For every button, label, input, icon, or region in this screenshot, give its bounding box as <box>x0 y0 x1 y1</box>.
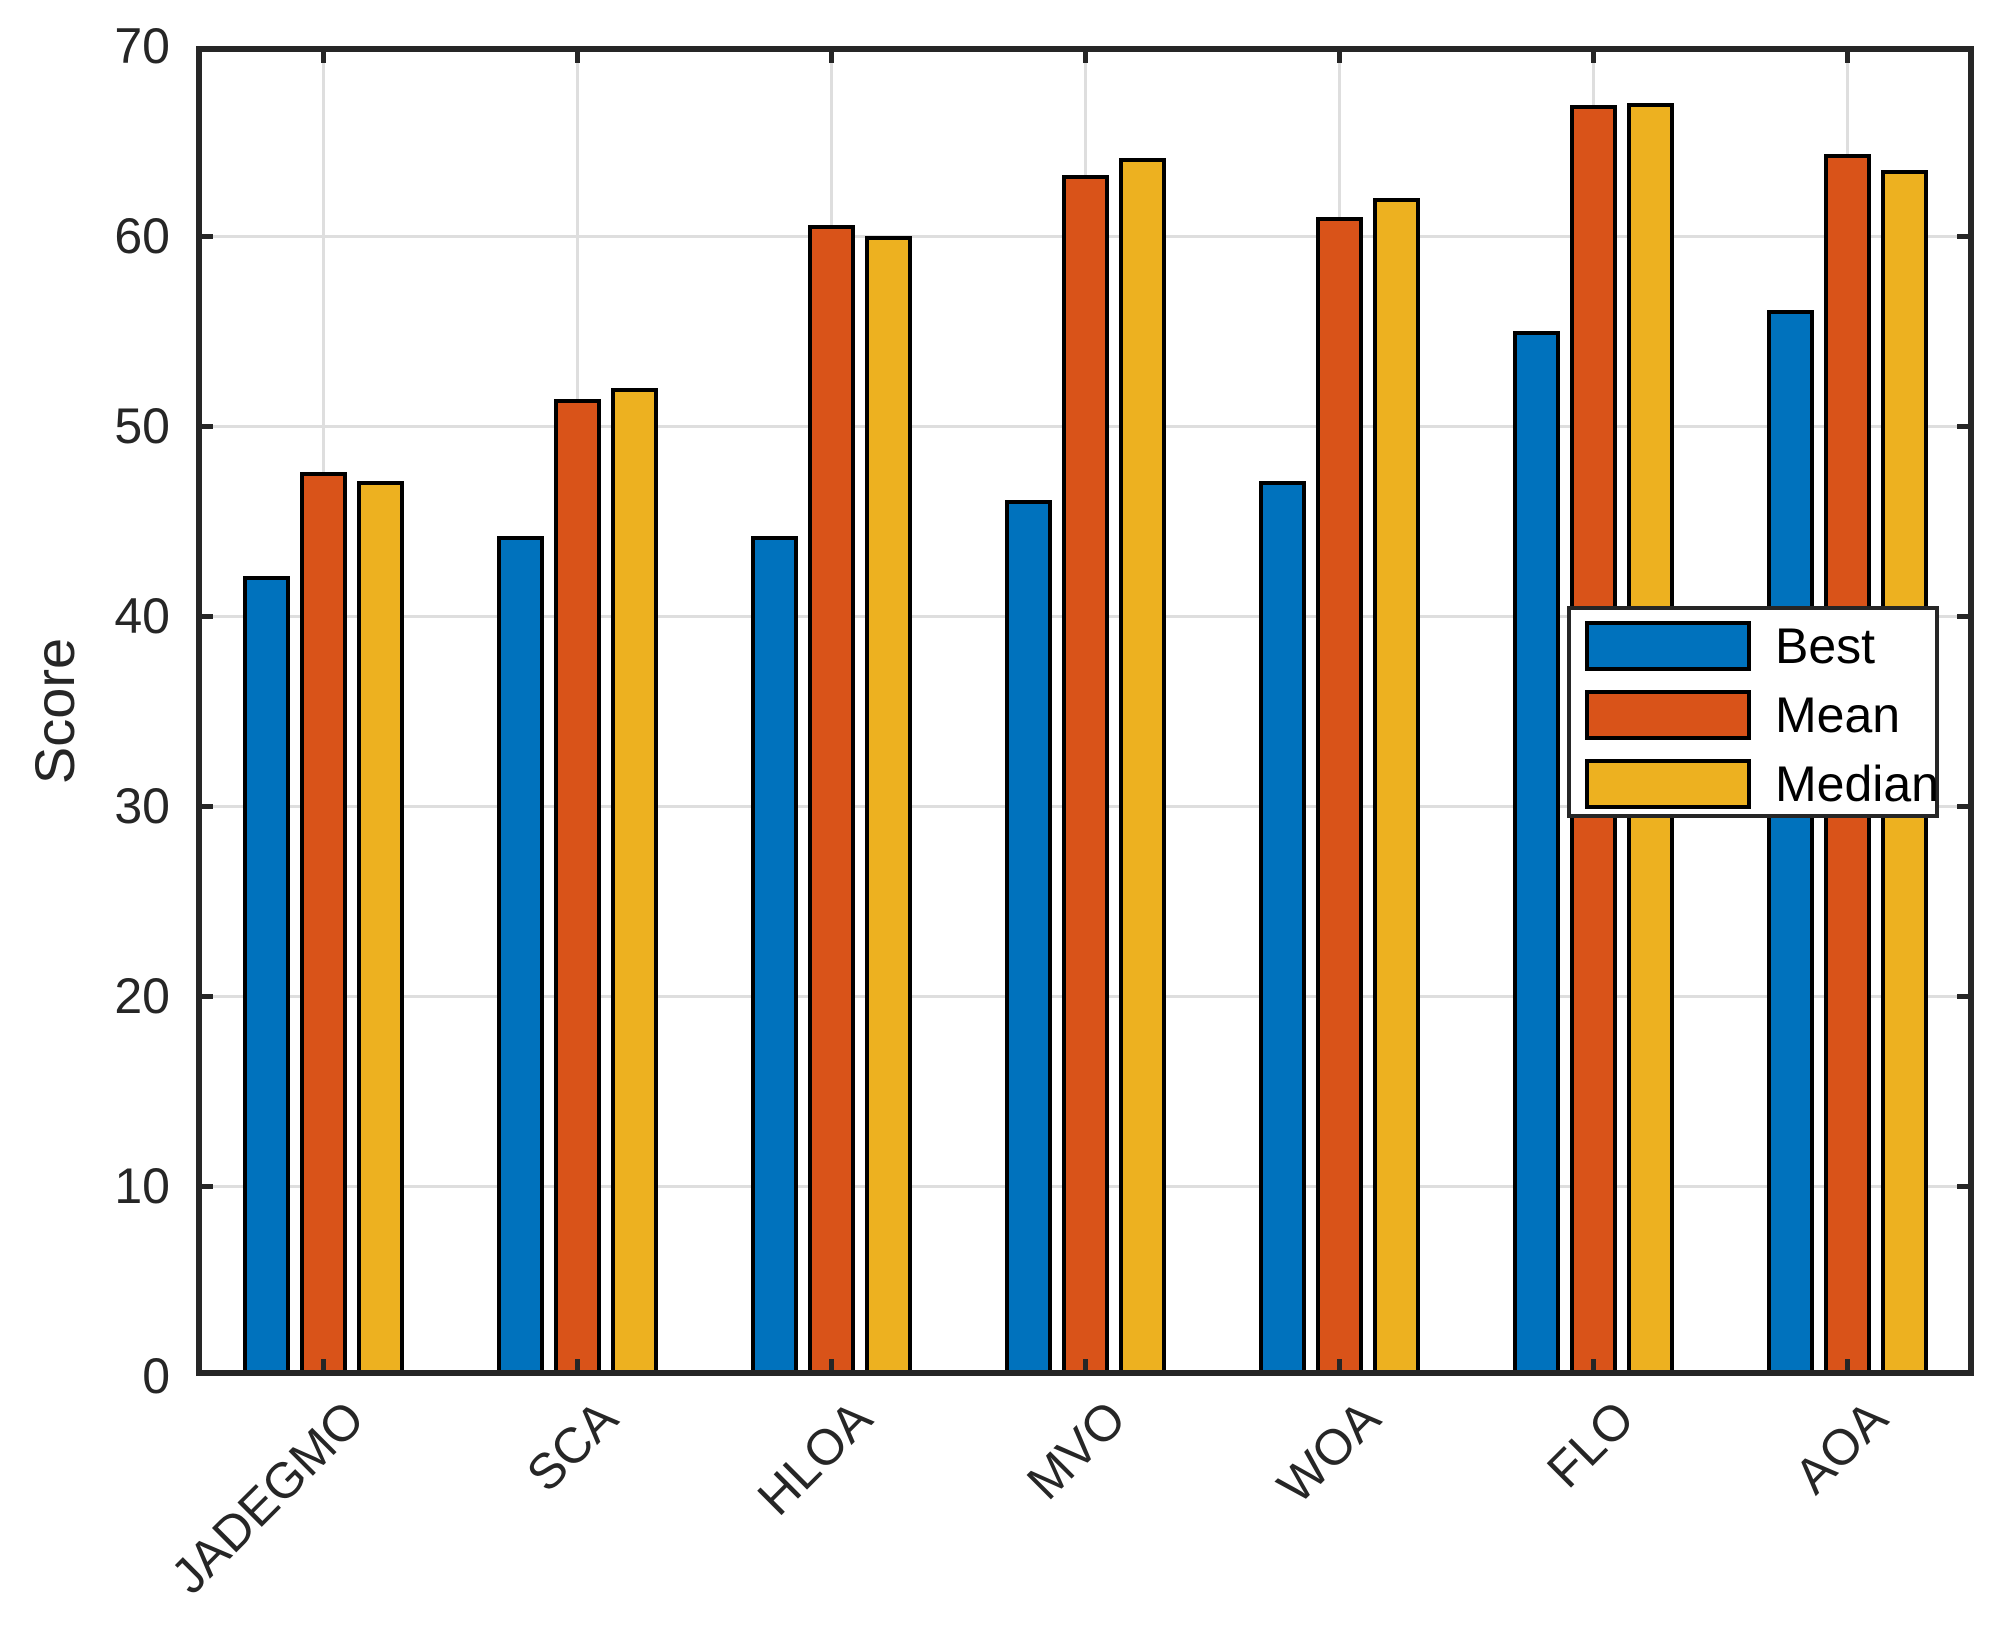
bar-best-flo <box>1512 331 1560 1376</box>
y-tick-right-40 <box>1957 613 1974 619</box>
x-tick-label-jadegmo: JADEGMO <box>160 1389 375 1605</box>
y-tick-right-10 <box>1957 1183 1974 1189</box>
bar-best-hloa <box>750 536 798 1376</box>
y-tick-right-30 <box>1957 803 1974 809</box>
bar-mean-mvo <box>1061 175 1109 1376</box>
y-tick-right-20 <box>1957 993 1974 999</box>
bar-best-sca <box>496 536 544 1376</box>
x-tick-bottom-jadegmo <box>320 1359 326 1376</box>
y-tick-left-30 <box>196 803 213 809</box>
bar-best-jadegmo <box>242 576 290 1376</box>
legend-label-median: Median <box>1775 756 1939 812</box>
legend: Best Mean Median <box>1567 606 1939 818</box>
bar-mean-hloa <box>807 224 855 1376</box>
legend-swatch-best <box>1585 621 1751 671</box>
legend-row-best: Best <box>1585 621 1935 671</box>
x-tick-label-flo: FLO <box>1536 1389 1645 1499</box>
y-tick-label-30: 30 <box>114 778 170 834</box>
x-tick-bottom-aoa <box>1844 1359 1850 1376</box>
y-tick-label-10: 10 <box>114 1158 170 1214</box>
bar-mean-sca <box>553 399 601 1376</box>
x-tick-top-aoa <box>1844 46 1850 63</box>
y-tick-label-20: 20 <box>114 968 170 1024</box>
legend-swatch-mean <box>1585 690 1751 740</box>
y-tick-label-0: 0 <box>142 1348 170 1404</box>
y-tick-right-50 <box>1957 423 1974 429</box>
legend-row-median: Median <box>1585 759 1939 809</box>
x-tick-top-sca <box>574 46 580 63</box>
bar-best-woa <box>1258 481 1306 1376</box>
legend-label-best: Best <box>1775 618 1876 674</box>
bar-median-mvo <box>1118 158 1166 1376</box>
bar-median-jadegmo <box>356 481 404 1376</box>
x-tick-top-flo <box>1590 46 1596 63</box>
x-axis-spine-bottom <box>196 1370 1974 1376</box>
y-tick-left-60 <box>196 233 213 239</box>
x-tick-top-jadegmo <box>320 46 326 63</box>
x-tick-bottom-mvo <box>1082 1359 1088 1376</box>
bar-median-hloa <box>864 236 912 1376</box>
x-tick-bottom-sca <box>574 1359 580 1376</box>
x-tick-top-mvo <box>1082 46 1088 63</box>
y-tick-label-70: 70 <box>114 18 170 74</box>
x-tick-bottom-flo <box>1590 1359 1596 1376</box>
bar-median-sca <box>610 388 658 1376</box>
bar-mean-jadegmo <box>299 471 347 1376</box>
x-tick-top-woa <box>1336 46 1342 63</box>
x-tick-bottom-woa <box>1336 1359 1342 1376</box>
y-axis-spine-left <box>196 46 202 1376</box>
y-tick-left-40 <box>196 613 213 619</box>
x-tick-label-hloa: HLOA <box>746 1389 883 1526</box>
legend-label-mean: Mean <box>1775 687 1901 743</box>
y-tick-left-10 <box>196 1183 213 1189</box>
axis-spine-right <box>1968 46 1974 1376</box>
bar-median-woa <box>1372 198 1420 1376</box>
x-tick-label-woa: WOA <box>1266 1389 1391 1514</box>
y-tick-left-50 <box>196 423 213 429</box>
legend-swatch-median <box>1585 759 1751 809</box>
y-tick-right-60 <box>1957 233 1974 239</box>
y-tick-label-60: 60 <box>114 208 170 264</box>
y-tick-left-20 <box>196 993 213 999</box>
bar-best-mvo <box>1004 500 1052 1376</box>
x-tick-label-sca: SCA <box>516 1389 629 1503</box>
y-tick-label-40: 40 <box>114 588 170 644</box>
x-tick-top-hloa <box>828 46 834 63</box>
bar-mean-woa <box>1315 217 1363 1376</box>
x-tick-bottom-hloa <box>828 1359 834 1376</box>
plot-area: Best Mean Median <box>196 46 1974 1376</box>
x-tick-label-mvo: MVO <box>1016 1389 1137 1511</box>
legend-row-mean: Mean <box>1585 690 1935 740</box>
axis-spine-top <box>196 46 1974 52</box>
y-axis-label: Score <box>23 637 86 785</box>
y-tick-label-50: 50 <box>114 398 170 454</box>
bar-best-aoa <box>1766 310 1814 1376</box>
x-tick-label-aoa: AOA <box>1784 1389 1899 1505</box>
